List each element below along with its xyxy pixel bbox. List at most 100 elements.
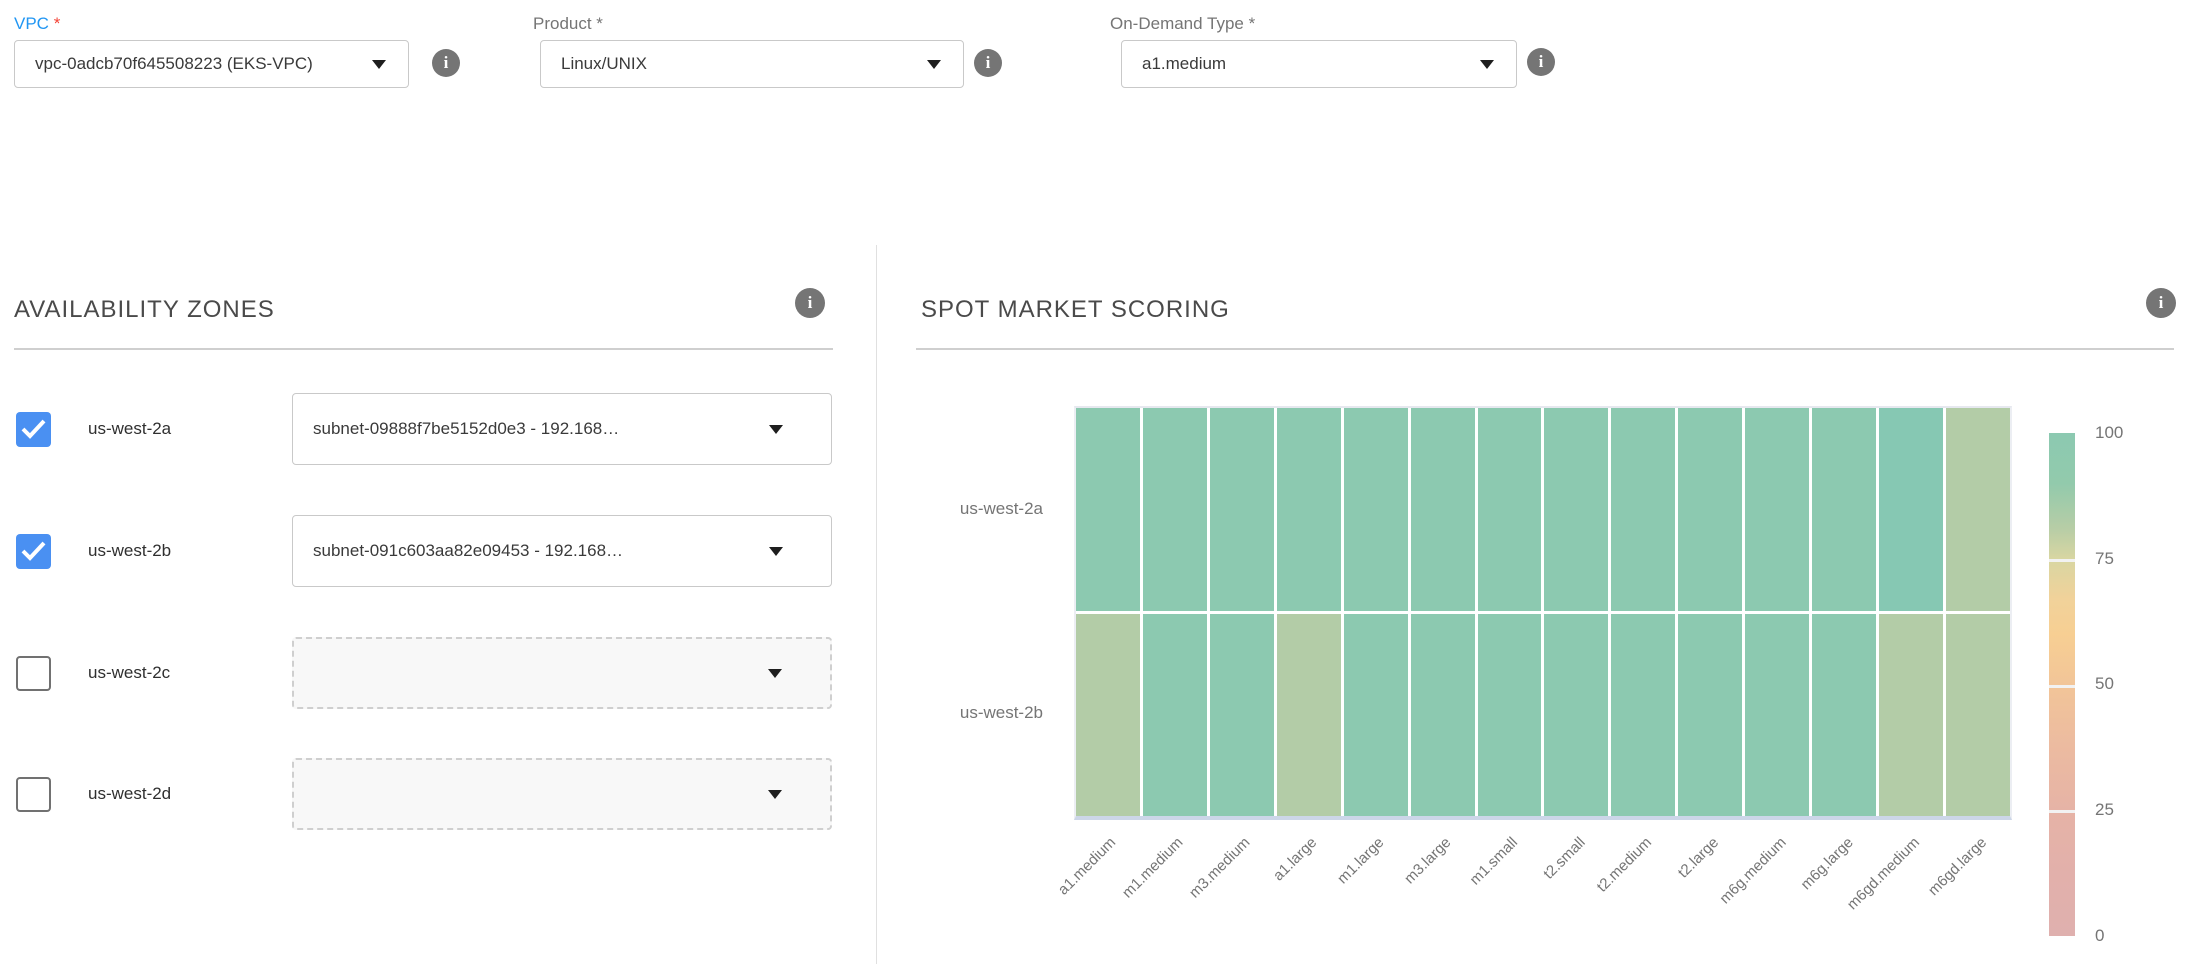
- heatmap-cell-us-west-2a-m3.medium[interactable]: [1209, 408, 1274, 611]
- heatmap-cell-us-west-2b-m1.medium[interactable]: [1142, 613, 1207, 816]
- az-row-us-west-2a: us-west-2a subnet-09888f7be5152d0e3 - 192…: [0, 393, 876, 465]
- spot-market-divider: [916, 348, 2174, 350]
- on-demand-type-select-value: a1.medium: [1142, 54, 1227, 73]
- pane-divider: [876, 245, 877, 964]
- heatmap-colorbar: [2049, 433, 2075, 936]
- heatmap-x-label-m6g.large: m6g.large: [1797, 834, 1857, 894]
- vpc-label: VPC *: [14, 14, 61, 33]
- colorbar-divider: [2049, 558, 2075, 562]
- heatmap-cell-us-west-2b-m3.medium[interactable]: [1209, 613, 1274, 816]
- heatmap-cell-us-west-2b-a1.large[interactable]: [1276, 613, 1341, 816]
- availability-zones-divider: [14, 348, 833, 350]
- on-demand-type-info-icon[interactable]: i: [1527, 48, 1555, 76]
- on-demand-type-select[interactable]: a1.medium: [1121, 40, 1517, 88]
- heatmap-x-label-m1.small: m1.small: [1467, 834, 1522, 889]
- heatmap-x-label-m3.large: m3.large: [1401, 834, 1455, 888]
- az-zone-label: us-west-2b: [88, 541, 172, 560]
- chevron-down-icon: [1480, 60, 1494, 69]
- colorbar-tick-0: 0: [2095, 926, 2105, 945]
- colorbar-tick-25: 25: [2095, 800, 2114, 819]
- colorbar-divider: [2049, 684, 2075, 688]
- spot-market-heatmap: [1074, 406, 2012, 820]
- heatmap-cell-us-west-2a-m6g.medium[interactable]: [1745, 408, 1810, 611]
- check-icon: [21, 541, 46, 561]
- on-demand-type-label: On-Demand Type *: [1110, 14, 1256, 33]
- info-glyph: i: [807, 293, 813, 312]
- az-zone-label: us-west-2a: [88, 419, 172, 438]
- heatmap-cell-us-west-2a-m1.large[interactable]: [1343, 408, 1408, 611]
- heatmap-x-label-m6gd.large: m6gd.large: [1925, 834, 1991, 900]
- info-glyph: i: [1538, 52, 1544, 71]
- heatmap-cell-us-west-2a-t2.medium[interactable]: [1611, 408, 1676, 611]
- heatmap-cell-us-west-2b-t2.large[interactable]: [1678, 613, 1743, 816]
- info-glyph: i: [443, 53, 449, 72]
- heatmap-x-label-m6g.medium: m6g.medium: [1716, 834, 1790, 908]
- az-checkbox-us-west-2a[interactable]: [16, 412, 51, 447]
- product-info-icon[interactable]: i: [974, 49, 1002, 77]
- chevron-down-icon: [769, 547, 783, 556]
- az-subnet-select-us-west-2d[interactable]: [292, 758, 832, 830]
- chevron-down-icon: [372, 60, 386, 69]
- chevron-down-icon: [768, 790, 782, 799]
- heatmap-cell-us-west-2a-t2.small[interactable]: [1544, 408, 1609, 611]
- heatmap-x-label-m1.medium: m1.medium: [1119, 834, 1187, 902]
- heatmap-cell-us-west-2b-m6g.large[interactable]: [1812, 613, 1877, 816]
- heatmap-x-label-t2.large: t2.large: [1675, 834, 1723, 882]
- product-select[interactable]: Linux/UNIX: [540, 40, 964, 88]
- heatmap-x-label-t2.small: t2.small: [1539, 834, 1589, 883]
- vpc-info-icon[interactable]: i: [432, 49, 460, 77]
- required-asterisk: *: [53, 14, 61, 33]
- heatmap-cell-us-west-2a-m6g.large[interactable]: [1812, 408, 1877, 611]
- az-subnet-select-us-west-2c[interactable]: [292, 637, 832, 709]
- heatmap-cell-us-west-2b-m1.large[interactable]: [1343, 613, 1408, 816]
- heatmap-cell-us-west-2b-m3.large[interactable]: [1410, 613, 1475, 816]
- colorbar-divider: [2049, 810, 2075, 814]
- heatmap-x-label-t2.medium: t2.medium: [1593, 834, 1656, 896]
- heatmap-cell-us-west-2a-m1.medium[interactable]: [1142, 408, 1207, 611]
- az-checkbox-us-west-2d[interactable]: [16, 777, 51, 812]
- az-checkbox-us-west-2b[interactable]: [16, 534, 51, 569]
- az-row-us-west-2c: us-west-2c: [0, 637, 876, 709]
- heatmap-cell-us-west-2b-m1.small[interactable]: [1477, 613, 1542, 816]
- heatmap-cell-us-west-2a-a1.medium[interactable]: [1076, 408, 1140, 611]
- az-checkbox-us-west-2c[interactable]: [16, 656, 51, 691]
- heatmap-cell-us-west-2a-m1.small[interactable]: [1477, 408, 1542, 611]
- chevron-down-icon: [769, 425, 783, 434]
- heatmap-cell-us-west-2b-t2.small[interactable]: [1544, 613, 1609, 816]
- info-glyph: i: [2158, 293, 2164, 312]
- heatmap-x-label-a1.medium: a1.medium: [1055, 834, 1120, 899]
- az-subnet-select-us-west-2b[interactable]: subnet-091c603aa82e09453 - 192.168…: [292, 515, 832, 587]
- heatmap-cell-us-west-2b-m6gd.medium[interactable]: [1879, 613, 1944, 816]
- az-row-us-west-2d: us-west-2d: [0, 758, 876, 830]
- az-zone-label: us-west-2d: [88, 784, 172, 803]
- heatmap-cell-us-west-2b-m6gd.large[interactable]: [1946, 613, 2010, 816]
- heatmap-cell-us-west-2b-m6g.medium[interactable]: [1745, 613, 1810, 816]
- heatmap-x-label-m1.large: m1.large: [1334, 834, 1388, 888]
- check-icon: [21, 419, 46, 439]
- heatmap-cell-us-west-2a-a1.large[interactable]: [1276, 408, 1341, 611]
- heatmap-cell-us-west-2a-m6gd.medium[interactable]: [1879, 408, 1944, 611]
- availability-zones-info-icon[interactable]: i: [795, 288, 825, 318]
- az-subnet-value: subnet-091c603aa82e09453 - 192.168…: [313, 541, 624, 560]
- az-subnet-value: subnet-09888f7be5152d0e3 - 192.168…: [313, 419, 620, 438]
- info-glyph: i: [985, 53, 991, 72]
- spot-market-scoring-title: SPOT MARKET SCORING: [921, 296, 1230, 323]
- chevron-down-icon: [768, 669, 782, 678]
- vpc-select-value: vpc-0adcb70f645508223 (EKS-VPC): [35, 54, 313, 73]
- az-zone-label: us-west-2c: [88, 663, 171, 682]
- az-subnet-select-us-west-2a[interactable]: subnet-09888f7be5152d0e3 - 192.168…: [292, 393, 832, 465]
- heatmap-cell-us-west-2a-m3.large[interactable]: [1410, 408, 1475, 611]
- heatmap-cell-us-west-2a-t2.large[interactable]: [1678, 408, 1743, 611]
- heatmap-x-label-a1.large: a1.large: [1270, 834, 1321, 885]
- heatmap-x-label-m3.medium: m3.medium: [1186, 834, 1254, 902]
- product-select-value: Linux/UNIX: [561, 54, 647, 73]
- vpc-select[interactable]: vpc-0adcb70f645508223 (EKS-VPC): [14, 40, 409, 88]
- heatmap-cell-us-west-2b-a1.medium[interactable]: [1076, 613, 1140, 816]
- spot-market-info-icon[interactable]: i: [2146, 288, 2176, 318]
- chevron-down-icon: [927, 60, 941, 69]
- heatmap-cell-us-west-2a-m6gd.large[interactable]: [1946, 408, 2010, 611]
- heatmap-cell-us-west-2b-t2.medium[interactable]: [1611, 613, 1676, 816]
- availability-zones-title: AVAILABILITY ZONES: [14, 296, 275, 323]
- colorbar-tick-100: 100: [2095, 423, 2124, 442]
